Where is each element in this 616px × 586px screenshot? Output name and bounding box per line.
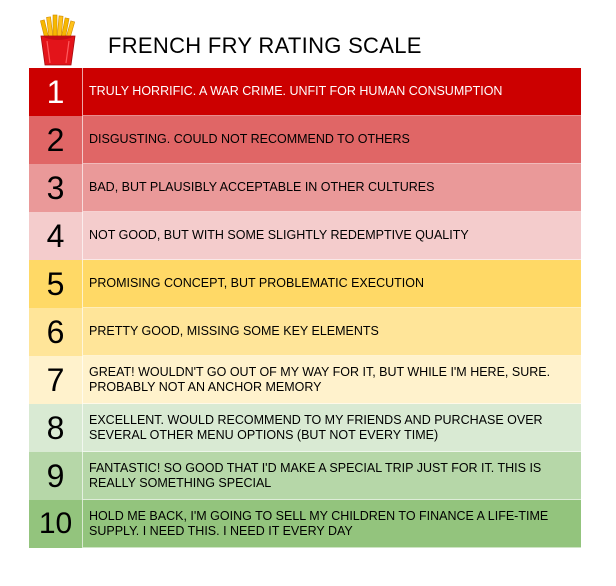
rating-number: 8	[29, 404, 83, 452]
rating-description: NOT GOOD, BUT WITH SOME SLIGHTLY REDEMPT…	[83, 212, 581, 260]
rating-scale-table: 1 TRULY HORRIFIC. A WAR CRIME. UNFIT FOR …	[29, 68, 581, 548]
page-title: FRENCH FRY RATING SCALE	[108, 33, 422, 58]
rating-description: PRETTY GOOD, MISSING SOME KEY ELEMENTS	[83, 308, 581, 356]
rating-row-10: 10 HOLD ME BACK, I'M GOING TO SELL MY CHI…	[29, 500, 581, 548]
rating-description: TRULY HORRIFIC. A WAR CRIME. UNFIT FOR H…	[83, 68, 581, 116]
rating-number: 3	[29, 164, 83, 212]
rating-description: BAD, BUT PLAUSIBLY ACCEPTABLE IN OTHER C…	[83, 164, 581, 212]
rating-number: 7	[29, 356, 83, 404]
rating-row-1: 1 TRULY HORRIFIC. A WAR CRIME. UNFIT FOR …	[29, 68, 581, 116]
rating-row-6: 6 PRETTY GOOD, MISSING SOME KEY ELEMENTS	[29, 308, 581, 356]
rating-number: 5	[29, 260, 83, 308]
rating-description: PROMISING CONCEPT, BUT PROBLEMATIC EXECU…	[83, 260, 581, 308]
rating-description: EXCELLENT. WOULD RECOMMEND TO MY FRIENDS…	[83, 404, 581, 452]
rating-row-8: 8 EXCELLENT. WOULD RECOMMEND TO MY FRIEND…	[29, 404, 581, 452]
rating-description: GREAT! WOULDN'T GO OUT OF MY WAY FOR IT,…	[83, 356, 581, 404]
rating-description: FANTASTIC! SO GOOD THAT I'D MAKE A SPECI…	[83, 452, 581, 500]
rating-row-3: 3 BAD, BUT PLAUSIBLY ACCEPTABLE IN OTHER …	[29, 164, 581, 212]
rating-number: 10	[29, 500, 83, 548]
rating-description: DISGUSTING. COULD NOT RECOMMEND TO OTHER…	[83, 116, 581, 164]
rating-number: 2	[29, 116, 83, 164]
rating-number: 4	[29, 212, 83, 260]
rating-row-9: 9 FANTASTIC! SO GOOD THAT I'D MAKE A SPEC…	[29, 452, 581, 500]
rating-row-7: 7 GREAT! WOULDN'T GO OUT OF MY WAY FOR IT…	[29, 356, 581, 404]
rating-row-2: 2 DISGUSTING. COULD NOT RECOMMEND TO OTHE…	[29, 116, 581, 164]
rating-row-5: 5 PROMISING CONCEPT, BUT PROBLEMATIC EXEC…	[29, 260, 581, 308]
rating-description: HOLD ME BACK, I'M GOING TO SELL MY CHILD…	[83, 500, 581, 548]
header: FRENCH FRY RATING SCALE	[38, 14, 598, 68]
rating-number: 1	[29, 68, 83, 116]
rating-number: 6	[29, 308, 83, 356]
rating-number: 9	[29, 452, 83, 500]
rating-row-4: 4 NOT GOOD, BUT WITH SOME SLIGHTLY REDEMP…	[29, 212, 581, 260]
french-fries-icon	[40, 14, 76, 66]
